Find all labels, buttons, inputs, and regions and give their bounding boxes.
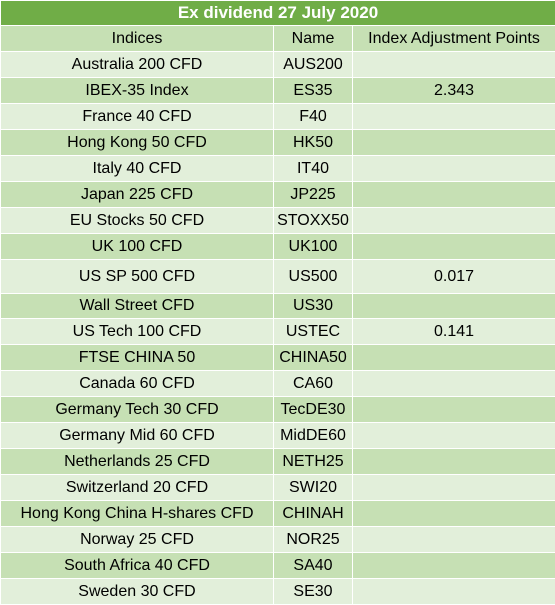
cell-name: SA40 [274, 553, 353, 579]
cell-adjustment-points [353, 501, 555, 527]
cell-adjustment-points [353, 449, 555, 475]
cell-adjustment-points [353, 423, 555, 449]
title-row: Ex dividend 27 July 2020 [1, 1, 555, 26]
table-title: Ex dividend 27 July 2020 [1, 1, 555, 26]
cell-name: CHINA50 [274, 345, 353, 371]
cell-adjustment-points: 2.343 [353, 78, 555, 104]
cell-adjustment-points [353, 52, 555, 78]
cell-name: AUS200 [274, 52, 353, 78]
cell-adjustment-points [353, 234, 555, 260]
cell-name: CHINAH [274, 501, 353, 527]
cell-index: UK 100 CFD [1, 234, 274, 260]
cell-index: Norway 25 CFD [1, 527, 274, 553]
cell-index: Sweden 30 CFD [1, 579, 274, 605]
column-header-adjustment-points: Index Adjustment Points [353, 26, 555, 52]
column-header-indices: Indices [1, 26, 274, 52]
cell-index: Switzerland 20 CFD [1, 475, 274, 501]
cell-index: US SP 500 CFD [1, 260, 274, 294]
cell-index: IBEX-35 Index [1, 78, 274, 104]
cell-index: South Africa 40 CFD [1, 553, 274, 579]
cell-index: US Tech 100 CFD [1, 319, 274, 345]
cell-index: Netherlands 25 CFD [1, 449, 274, 475]
cell-name: JP225 [274, 182, 353, 208]
cell-adjustment-points [353, 397, 555, 423]
cell-index: Japan 225 CFD [1, 182, 274, 208]
cell-name: TecDE30 [274, 397, 353, 423]
cell-name: USTEC [274, 319, 353, 345]
cell-name: HK50 [274, 130, 353, 156]
cell-adjustment-points [353, 156, 555, 182]
cell-index: FTSE CHINA 50 [1, 345, 274, 371]
cell-adjustment-points [353, 104, 555, 130]
cell-index: EU Stocks 50 CFD [1, 208, 274, 234]
cell-adjustment-points [353, 208, 555, 234]
cell-name: US500 [274, 260, 353, 294]
cell-adjustment-points [353, 345, 555, 371]
cell-name: UK100 [274, 234, 353, 260]
cell-adjustment-points [353, 475, 555, 501]
cell-adjustment-points [353, 182, 555, 208]
cell-adjustment-points: 0.017 [353, 260, 555, 294]
cell-name: MidDE60 [274, 423, 353, 449]
cell-index: Canada 60 CFD [1, 371, 274, 397]
cell-index: France 40 CFD [1, 104, 274, 130]
cell-name: STOXX50 [274, 208, 353, 234]
cell-index: Hong Kong China H-shares CFD [1, 501, 274, 527]
cell-adjustment-points [353, 294, 555, 319]
cell-name: US30 [274, 294, 353, 319]
cell-name: ES35 [274, 78, 353, 104]
cell-index: Germany Mid 60 CFD [1, 423, 274, 449]
header-row: Indices Name Index Adjustment Points [1, 26, 555, 52]
cell-index: Germany Tech 30 CFD [1, 397, 274, 423]
cell-name: SWI20 [274, 475, 353, 501]
cell-name: NETH25 [274, 449, 353, 475]
cell-index: Australia 200 CFD [1, 52, 274, 78]
cell-adjustment-points [353, 579, 555, 605]
cell-adjustment-points [353, 130, 555, 156]
cell-adjustment-points [353, 553, 555, 579]
cell-name: IT40 [274, 156, 353, 182]
cell-index: Italy 40 CFD [1, 156, 274, 182]
cell-name: F40 [274, 104, 353, 130]
cell-adjustment-points: 0.141 [353, 319, 555, 345]
cell-adjustment-points [353, 371, 555, 397]
cell-index: Wall Street CFD [1, 294, 274, 319]
column-header-name: Name [274, 26, 353, 52]
cell-index: Hong Kong 50 CFD [1, 130, 274, 156]
cell-name: CA60 [274, 371, 353, 397]
cell-name: NOR25 [274, 527, 353, 553]
cell-adjustment-points [353, 527, 555, 553]
cell-name: SE30 [274, 579, 353, 605]
